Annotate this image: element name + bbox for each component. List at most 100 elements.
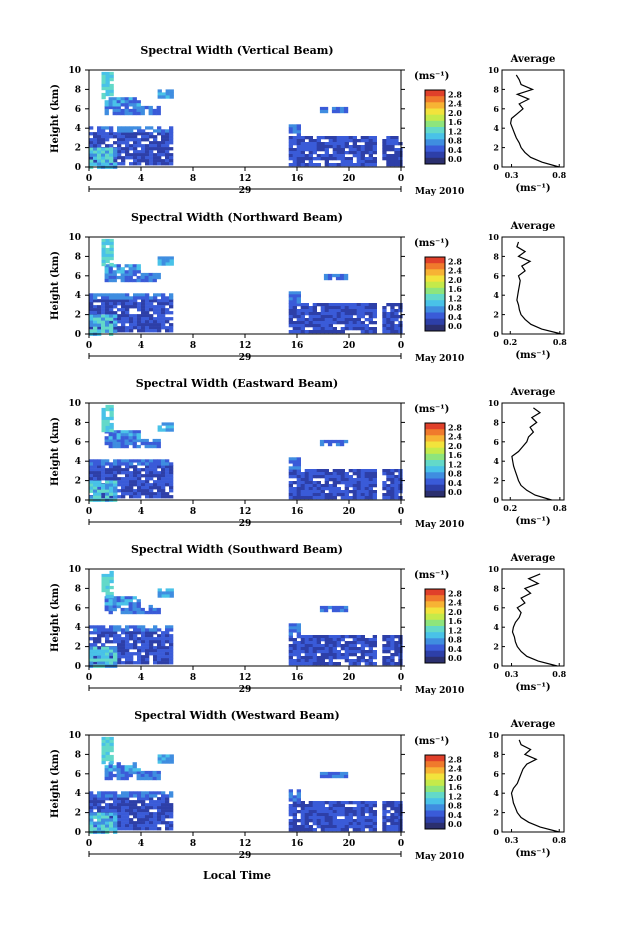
heatmap-cell [136,436,141,440]
heatmap-cell [137,308,142,312]
heatmap-cell [129,486,134,490]
heatmap-cell [120,599,125,603]
heatmap-cell [101,812,106,816]
heatmap-cell [124,441,129,446]
heatmap-cell [335,442,341,447]
heatmap-cell [356,151,361,155]
heatmap-cell [121,162,126,166]
heatmap-cell [352,487,357,491]
heatmap-cell [372,825,377,829]
heatmap-cell [390,478,395,482]
heatmap-cell [332,641,337,645]
heatmap-cell [296,463,301,467]
heatmap-cell [93,308,98,312]
heatmap-cell [372,816,377,820]
heatmap-cell [360,145,365,149]
heatmap-cell [165,652,170,656]
heatmap-cell [368,819,373,823]
heatmap-cell [141,637,146,641]
heatmap-cell [296,157,301,161]
heatmap-cell [292,327,297,331]
heatmap-cell [145,812,150,816]
heatmap-cell [344,487,349,491]
heatmap-cell [93,486,98,490]
heatmap-cell [120,97,125,101]
heatmap-cell [165,646,170,650]
heatmap-cell [153,637,158,641]
heatmap-cell [165,147,170,151]
heatmap-cell [300,306,305,310]
avg-y-tick-label: 8 [493,417,499,427]
heatmap-cell [165,827,170,831]
heatmap-cell [153,791,158,795]
heatmap-cell [109,404,114,409]
heatmap-cell [109,302,114,306]
heatmap-cell [133,156,138,160]
heatmap-cell [140,770,145,775]
heatmap-cell [398,822,403,826]
heatmap-cell [308,490,313,494]
heatmap-cell [165,640,170,644]
heatmap-cell [382,472,387,476]
heatmap-cell [296,828,301,832]
heatmap-cell [105,579,110,584]
heatmap-cell [153,661,158,665]
heatmap-cell [141,480,146,484]
heatmap-cell [108,267,113,271]
heatmap-cell [121,628,126,632]
heatmap-cell [129,492,134,496]
heatmap-cell [133,492,138,496]
heatmap-cell [352,653,357,657]
heatmap-cell [352,825,357,829]
heatmap-cell [104,607,109,612]
heatmap-cell [141,326,146,330]
heatmap-cell [153,803,158,807]
colorbar-swatch [425,145,445,153]
colorbar-swatch [425,490,445,498]
heatmap-cell [308,493,313,497]
heatmap-cell [382,650,387,654]
heatmap-cell [113,652,118,656]
heatmap-cell [312,139,317,143]
heatmap-cell [109,576,114,581]
avg-unit: (ms⁻¹) [515,848,550,859]
heatmap-cell [296,127,301,131]
heatmap-cell [390,653,395,657]
heatmap-cell [145,477,150,481]
heatmap-cell [144,438,149,443]
heatmap-cell [109,474,114,478]
heatmap-cell [161,800,166,804]
heatmap-cell [145,471,150,475]
heatmap-cell [152,438,157,443]
colorbar-tick-label: 1.2 [448,791,462,801]
heatmap-cell [149,812,154,816]
heatmap-cell [97,477,102,481]
heatmap-cell [356,163,361,167]
heatmap-cell [93,797,98,801]
heatmap-cell [328,496,333,500]
heatmap-cell [117,132,122,136]
heatmap-cell [344,807,349,811]
heatmap-cell [129,471,134,475]
heatmap-cell [113,299,118,303]
heatmap-cell [324,330,329,334]
heatmap-cell [129,652,134,656]
heatmap-cell [101,631,106,635]
heatmap-cell [136,599,141,603]
heatmap-cell [336,487,341,491]
colorbar-swatch [425,460,445,467]
heatmap-cell [89,141,94,145]
heatmap-cell [368,472,373,476]
heatmap-cell [165,299,170,303]
heatmap-cell [292,157,297,161]
colorbar-swatch [425,638,445,645]
heatmap-cell [390,309,395,313]
heatmap-cell [320,653,325,657]
heatmap-cell [161,652,166,656]
heatmap-cell [136,604,141,609]
x-tick-label: 20 [343,341,356,351]
heatmap-cell [89,794,94,798]
heatmap-cell [97,323,102,327]
heatmap-cell [141,634,146,638]
heatmap-cell [364,650,369,654]
